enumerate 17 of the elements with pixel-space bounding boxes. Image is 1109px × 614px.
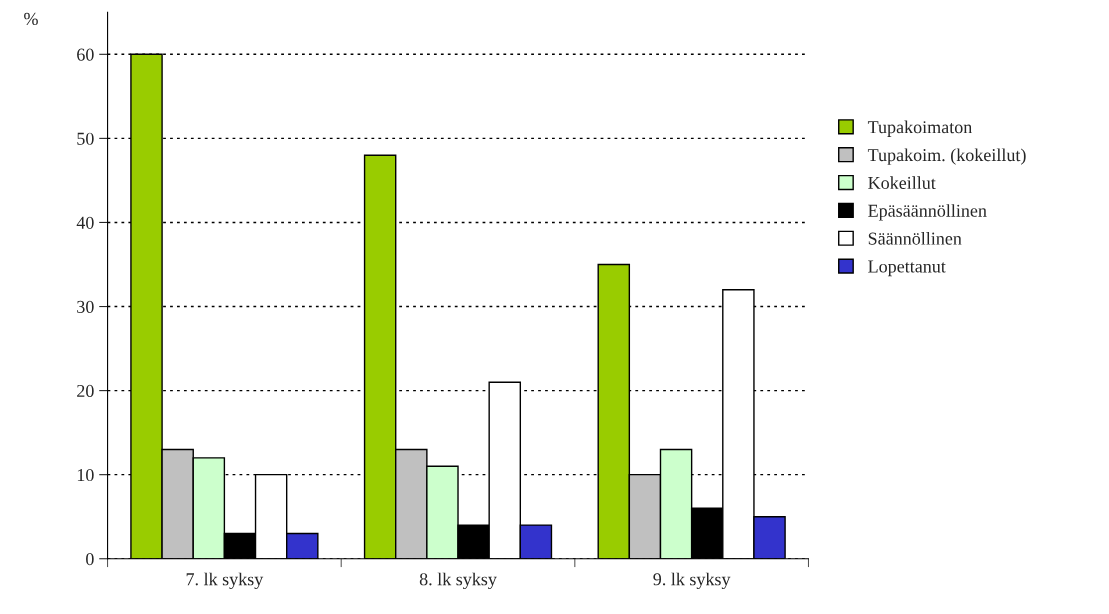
y-tick-label: 10	[77, 468, 94, 482]
y-tick-label: 40	[76, 216, 94, 229]
legend-label: Lopettanut	[868, 260, 946, 277]
y-tick-label: 20	[77, 384, 94, 398]
y-tick-label: 60	[77, 48, 94, 61]
legend-label: Kokeillut	[868, 176, 936, 189]
y-tick-label: 30	[77, 300, 94, 313]
x-tick-label: 7. lk syksy	[186, 572, 264, 590]
legend-label: Tupakoim. (kokeillut)	[867, 148, 1026, 165]
y-axis-title: %	[24, 12, 38, 26]
y-tick-label: 50	[77, 132, 94, 145]
legend-label: Säännöllinen	[868, 232, 962, 245]
y-tick-label: 0	[86, 553, 94, 566]
x-tick-label: 9. lk syksy	[653, 572, 731, 590]
legend-label: Epäsäännöllinen	[868, 204, 987, 221]
legend-label: Tupakoimaton	[867, 120, 973, 137]
x-tick-label: 8. lk syksy	[419, 572, 497, 590]
